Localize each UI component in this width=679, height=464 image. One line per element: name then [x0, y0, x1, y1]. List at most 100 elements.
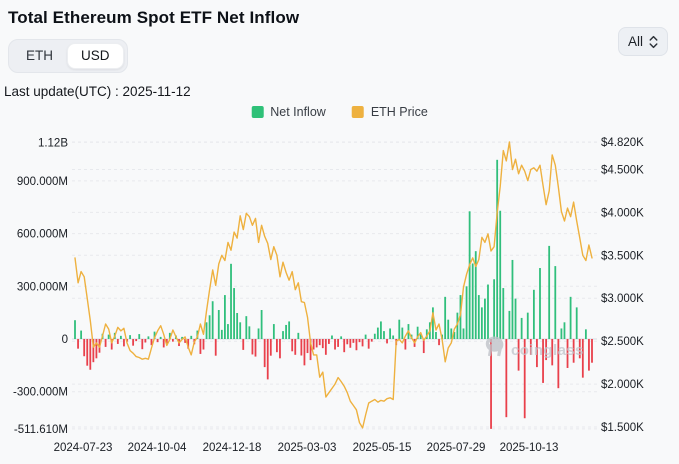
inflow-bar: [242, 339, 245, 350]
inflow-bar: [202, 339, 205, 350]
inflow-bar: [297, 332, 300, 339]
page-title: Total Ethereum Spot ETF Net Inflow: [8, 8, 300, 27]
inflow-bar: [233, 288, 235, 339]
inflow-bar: [554, 266, 557, 339]
x-axis-tick: 2025-07-29: [427, 442, 486, 454]
inflow-bar: [438, 339, 440, 346]
inflow-bar: [490, 339, 492, 429]
unit-toggle-eth[interactable]: ETH: [26, 48, 53, 63]
inflow-bar: [254, 339, 257, 357]
inflow-bar: [444, 296, 447, 339]
inflow-bar: [346, 339, 349, 345]
inflow-bar: [220, 329, 223, 339]
inflow-bar: [294, 339, 297, 355]
inflow-bar: [572, 339, 575, 363]
y-axis-right-tick: $3.000K: [601, 293, 644, 305]
inflow-bar: [184, 339, 187, 343]
inflow-bar: [523, 339, 526, 419]
inflow-bar: [138, 334, 141, 339]
inflow-bar: [389, 328, 391, 339]
x-axis-tick: 2024-12-18: [203, 442, 262, 454]
inflow-bar: [208, 315, 211, 339]
inflow-bar: [499, 210, 502, 339]
inflow-bar: [165, 339, 168, 344]
inflow-bar: [505, 339, 508, 418]
y-axis-left-tick: 1.12B: [38, 137, 68, 149]
inflow-bar: [334, 339, 336, 350]
inflow-bar: [383, 331, 385, 340]
inflow-bar: [239, 322, 242, 339]
inflow-bar: [462, 328, 465, 339]
inflow-bar: [422, 339, 425, 354]
inflow-bar: [321, 339, 324, 349]
inflow-bar: [557, 339, 560, 389]
inflow-bar: [230, 263, 232, 339]
inflow-bar: [266, 339, 269, 380]
inflow-bar: [116, 339, 119, 344]
inflow-bar: [147, 336, 150, 339]
inflow-bar: [141, 339, 144, 350]
inflow-bar: [551, 339, 554, 366]
chart-legend: Net Inflow ETH Price: [251, 105, 428, 119]
inflow-bar: [227, 324, 229, 339]
last-update-text: Last update(UTC) : 2025-11-12: [4, 84, 191, 99]
inflow-bar: [404, 339, 407, 350]
inflow-bar: [459, 295, 462, 339]
range-select[interactable]: All: [617, 27, 668, 56]
inflow-bar: [432, 307, 434, 339]
inflow-bar: [392, 335, 395, 339]
inflow-bar: [303, 339, 306, 366]
inflow-bar: [477, 295, 480, 339]
inflow-bar: [520, 317, 523, 339]
inflow-bar: [401, 327, 404, 339]
legend-item-net-inflow[interactable]: Net Inflow: [251, 105, 326, 119]
inflow-bar: [493, 279, 496, 339]
inflow-bar: [86, 339, 89, 366]
chart-plot-area[interactable]: [72, 135, 597, 437]
inflow-bar: [217, 310, 220, 339]
inflow-bar: [181, 336, 183, 339]
x-axis-tick: 2024-10-04: [128, 442, 187, 454]
y-axis-right-tick: $2.000K: [601, 379, 644, 391]
inflow-bar: [129, 335, 131, 339]
inflow-bar: [263, 339, 266, 368]
inflow-bar: [545, 339, 548, 361]
inflow-bar: [340, 336, 343, 339]
y-axis-right-tick: $4.000K: [601, 207, 644, 219]
inflow-bar: [190, 335, 193, 339]
inflow-bar: [205, 322, 208, 339]
inflow-bar: [468, 211, 471, 339]
inflow-bar: [104, 339, 107, 347]
inflow-bar: [456, 312, 459, 339]
inflow-bar: [300, 339, 303, 356]
inflow-bar: [150, 339, 153, 346]
inflow-bar: [245, 316, 248, 339]
y-axis-right-tick: $1.500K: [601, 422, 644, 434]
inflow-bar: [331, 335, 333, 339]
legend-item-eth-price[interactable]: ETH Price: [351, 105, 428, 119]
inflow-bar: [575, 307, 578, 339]
inflow-bar: [511, 259, 514, 339]
inflow-bar: [153, 331, 156, 339]
inflow-bar: [355, 339, 358, 351]
inflow-bar: [591, 339, 593, 363]
inflow-bar: [156, 339, 159, 343]
inflow-bar: [324, 339, 327, 355]
inflow-bar: [536, 339, 538, 368]
inflow-bar: [526, 312, 529, 339]
inflow-bar: [89, 339, 92, 370]
inflow-bar: [425, 329, 428, 339]
inflow-bar: [168, 332, 171, 339]
inflow-bar: [77, 339, 79, 349]
inflow-bar: [119, 335, 122, 339]
y-axis-left-tick: -511.610M: [14, 424, 68, 436]
range-select-value: All: [627, 34, 643, 49]
unit-toggle-usd[interactable]: USD: [67, 43, 124, 69]
inflow-bar: [539, 268, 541, 339]
inflow-bar: [502, 288, 505, 339]
inflow-bar: [211, 301, 214, 339]
inflow-bar: [171, 339, 174, 342]
inflow-bar: [272, 324, 275, 339]
inflow-bar: [563, 322, 566, 339]
